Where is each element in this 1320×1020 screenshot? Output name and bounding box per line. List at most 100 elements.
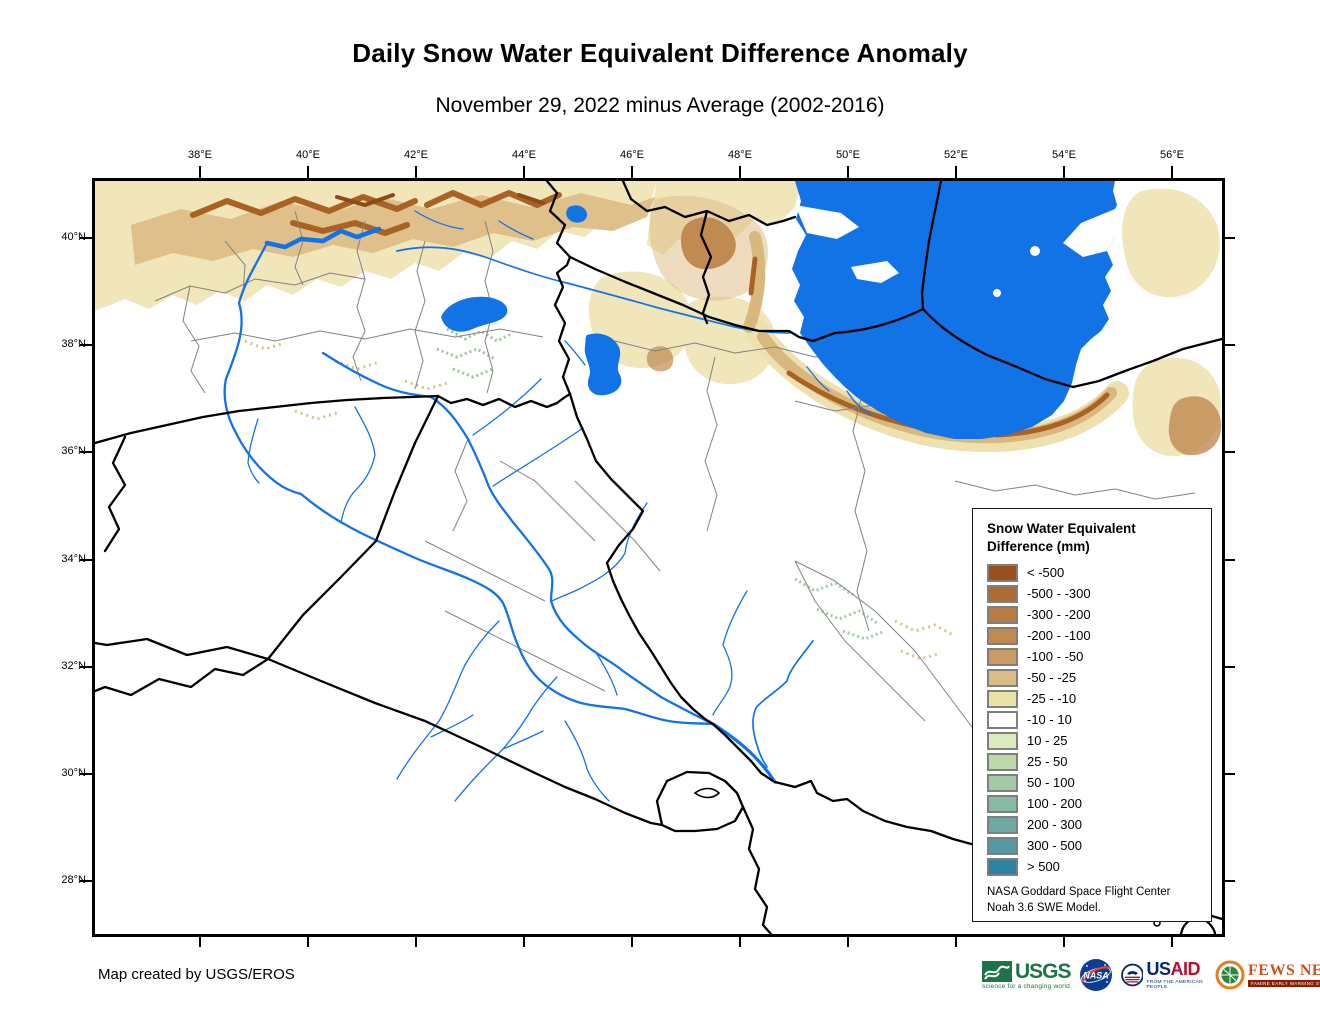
legend-swatch bbox=[987, 605, 1018, 624]
page-subtitle: November 29, 2022 minus Average (2002-20… bbox=[435, 94, 885, 117]
legend-swatch bbox=[987, 836, 1018, 855]
legend-item-label: 10 - 25 bbox=[1027, 733, 1068, 749]
legend-item: 300 - 500 bbox=[987, 835, 1197, 856]
graticule-tick bbox=[955, 166, 957, 178]
legend-item: -50 - -25 bbox=[987, 667, 1197, 688]
legend-item: -500 - -300 bbox=[987, 583, 1197, 604]
rivers bbox=[223, 210, 872, 802]
graticule-tick bbox=[955, 937, 957, 947]
legend-swatch bbox=[987, 668, 1018, 687]
legend-title: Snow Water Equivalent Difference (mm) bbox=[987, 521, 1136, 554]
fewsnet-logo: FEWS NET FAMINE EARLY WARNING SYSTEMS NE… bbox=[1215, 960, 1320, 990]
legend-swatch bbox=[987, 710, 1018, 729]
graticule-tick bbox=[80, 773, 92, 775]
legend-swatch bbox=[987, 773, 1018, 792]
graticule-tick bbox=[199, 166, 201, 178]
graticule-tick bbox=[307, 166, 309, 178]
aras-river bbox=[396, 246, 790, 334]
graticule-tick bbox=[80, 237, 92, 239]
lakes bbox=[441, 205, 622, 396]
turkey-iraq-border bbox=[436, 392, 572, 409]
tigris-river bbox=[321, 351, 713, 725]
legend-item-label: 100 - 200 bbox=[1027, 796, 1082, 812]
legend-item: 200 - 300 bbox=[987, 814, 1197, 835]
legend-item-label: > 500 bbox=[1027, 859, 1060, 875]
kuwait-border bbox=[655, 770, 745, 833]
legend-item-label: -50 - -25 bbox=[1027, 670, 1077, 686]
legend-item-label: < -500 bbox=[1027, 565, 1065, 581]
graticule-tick bbox=[1063, 937, 1065, 947]
caspian-boundary bbox=[920, 181, 943, 311]
graticule-tick bbox=[631, 166, 633, 178]
legend-item-label: -25 - -10 bbox=[1027, 691, 1077, 707]
legend: Snow Water Equivalent Difference (mm) < … bbox=[972, 508, 1212, 922]
graticule-tick bbox=[307, 937, 309, 947]
legend-item: -300 - -200 bbox=[987, 604, 1197, 625]
euphrates-reservoirs bbox=[264, 226, 382, 250]
map-graphic bbox=[95, 181, 1222, 934]
graticule-tick bbox=[80, 666, 92, 668]
fewsnet-wordmark: FEWS NET bbox=[1248, 961, 1320, 979]
anomaly-raster-positive bbox=[436, 327, 886, 641]
legend-swatch bbox=[987, 584, 1018, 603]
graticule-tick bbox=[1063, 166, 1065, 178]
legend-item: 50 - 100 bbox=[987, 772, 1197, 793]
lake-urmia bbox=[584, 333, 622, 396]
legend-swatch bbox=[987, 752, 1018, 771]
legend-item: > 500 bbox=[987, 856, 1197, 877]
shatt-al-arab bbox=[711, 722, 777, 784]
legend-swatch bbox=[987, 647, 1018, 666]
graticule-tick bbox=[1225, 773, 1235, 775]
legend-item-label: 200 - 300 bbox=[1027, 817, 1082, 833]
lon-label: 50°E bbox=[836, 149, 860, 161]
graticule-tick bbox=[80, 880, 92, 882]
lon-label: 42°E bbox=[404, 149, 428, 161]
lon-label: 38°E bbox=[188, 149, 212, 161]
legend-item-label: -10 - 10 bbox=[1027, 712, 1072, 728]
graticule-tick bbox=[523, 937, 525, 947]
lat-label: 28°N bbox=[61, 874, 86, 886]
legend-item-label: -100 - -50 bbox=[1027, 649, 1084, 665]
graticule-tick bbox=[1225, 666, 1235, 668]
lon-label: 48°E bbox=[728, 149, 752, 161]
usgs-wordmark: USGS bbox=[1015, 959, 1072, 983]
fewsnet-globe-icon bbox=[1215, 960, 1245, 990]
graticule-tick bbox=[847, 166, 849, 178]
graticule-tick bbox=[415, 166, 417, 178]
usgs-wave-icon bbox=[982, 960, 1012, 982]
graticule-tick bbox=[1225, 880, 1235, 882]
legend-item: 100 - 200 bbox=[987, 793, 1197, 814]
legend-swatch bbox=[987, 626, 1018, 645]
map-credit: Map created by USGS/EROS bbox=[98, 966, 295, 983]
legend-item: -10 - 10 bbox=[987, 709, 1197, 730]
lat-label: 36°N bbox=[61, 445, 86, 457]
legend-item-label: 25 - 50 bbox=[1027, 754, 1068, 770]
lon-label: 56°E bbox=[1160, 149, 1184, 161]
lon-label: 44°E bbox=[512, 149, 536, 161]
graticule-tick bbox=[739, 937, 741, 947]
graticule-tick bbox=[1225, 344, 1235, 346]
nasa-wordmark: NASA bbox=[1083, 971, 1109, 981]
legend-swatch bbox=[987, 815, 1018, 834]
iraq-saudi-border bbox=[266, 657, 664, 827]
lat-label: 32°N bbox=[61, 660, 86, 672]
nasa-logo: NASA bbox=[1079, 958, 1113, 992]
legend-items: < -500 -500 - -300 -300 - -200 -200 - -100 -… bbox=[987, 562, 1197, 877]
lake-sevan bbox=[566, 205, 587, 223]
usgs-tagline: science for a changing world bbox=[982, 982, 1070, 990]
usaid-tagline: FROM THE AMERICAN PEOPLE bbox=[1146, 979, 1203, 990]
graticule-tick bbox=[1225, 559, 1235, 561]
usaid-seal-icon bbox=[1120, 963, 1144, 987]
graticule-tick bbox=[1225, 451, 1235, 453]
graticule-tick bbox=[523, 166, 525, 178]
legend-item: -200 - -100 bbox=[987, 625, 1197, 646]
usaid-wordmark: USAID bbox=[1146, 959, 1200, 980]
usaid-logo: USAID FROM THE AMERICAN PEOPLE bbox=[1120, 959, 1208, 990]
graticule-tick bbox=[1225, 237, 1235, 239]
page-title: Daily Snow Water Equivalent Difference A… bbox=[352, 38, 968, 68]
usgs-logo: USGS science for a changing world bbox=[982, 959, 1072, 990]
iran-turkmenistan-border bbox=[1071, 337, 1222, 389]
graticule-tick bbox=[631, 937, 633, 947]
graticule-tick bbox=[80, 344, 92, 346]
graticule-tick bbox=[80, 559, 92, 561]
